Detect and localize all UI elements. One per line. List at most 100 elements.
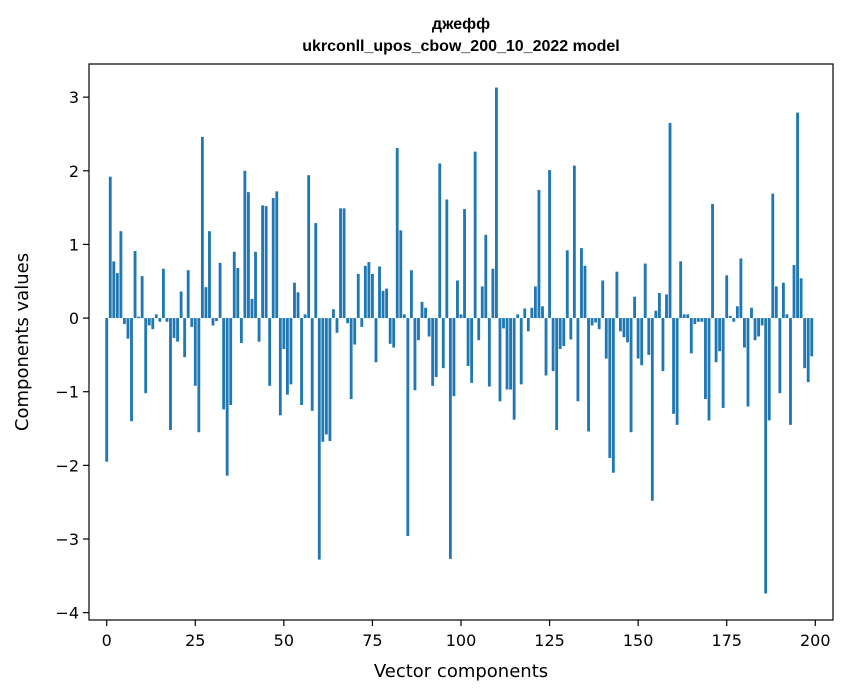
bar-111 xyxy=(498,318,502,402)
bar-32 xyxy=(218,262,222,319)
bar-28 xyxy=(204,287,208,319)
bar-131 xyxy=(569,318,573,340)
bar-58 xyxy=(310,318,314,411)
bar-38 xyxy=(239,318,243,344)
bar-190 xyxy=(778,318,782,394)
bar-151 xyxy=(640,318,644,366)
bar-118 xyxy=(523,308,527,319)
bar-189 xyxy=(774,286,778,319)
bar-2 xyxy=(112,261,116,319)
x-tick-label: 75 xyxy=(362,631,382,650)
bar-81 xyxy=(392,318,396,348)
bar-105 xyxy=(477,318,481,341)
bar-90 xyxy=(424,307,427,319)
bar-159 xyxy=(668,122,672,319)
bar-178 xyxy=(735,306,739,319)
bar-65 xyxy=(335,318,339,333)
bar-41 xyxy=(250,298,254,319)
bar-1 xyxy=(108,176,112,319)
bar-186 xyxy=(764,318,768,594)
bar-142 xyxy=(608,318,612,458)
bar-182 xyxy=(750,307,753,319)
bar-24 xyxy=(190,318,194,327)
bar-8 xyxy=(133,251,137,319)
bar-83 xyxy=(399,230,403,319)
bar-9 xyxy=(137,316,141,319)
bar-155 xyxy=(654,310,658,319)
bar-34 xyxy=(225,318,229,476)
bar-134 xyxy=(580,248,583,319)
bar-6 xyxy=(126,318,130,339)
bar-158 xyxy=(665,294,668,319)
y-axis-label: Components values xyxy=(12,253,33,431)
bar-109 xyxy=(491,268,495,319)
bar-99 xyxy=(456,280,459,319)
bar-82 xyxy=(395,147,399,319)
bar-135 xyxy=(583,265,587,319)
y-tick-label: 0 xyxy=(69,309,79,328)
bar-110 xyxy=(495,87,498,319)
bar-57 xyxy=(307,175,311,319)
bar-152 xyxy=(643,263,647,319)
bar-153 xyxy=(647,318,651,355)
bar-80 xyxy=(388,318,392,344)
bar-21 xyxy=(179,291,183,319)
bar-39 xyxy=(243,170,247,319)
bar-112 xyxy=(502,318,505,329)
bar-149 xyxy=(633,296,637,319)
bar-47 xyxy=(271,198,275,319)
x-tick-label: 50 xyxy=(274,631,294,650)
bar-23 xyxy=(186,270,190,319)
bar-123 xyxy=(541,306,544,319)
bar-199 xyxy=(810,318,814,357)
bar-198 xyxy=(806,318,810,383)
bar-92 xyxy=(431,318,435,386)
bar-87 xyxy=(413,318,417,391)
bar-86 xyxy=(409,270,413,319)
x-tick-label: 150 xyxy=(623,631,654,650)
bar-104 xyxy=(473,151,477,319)
bar-145 xyxy=(619,318,622,332)
bar-174 xyxy=(721,318,725,408)
bar-162 xyxy=(679,261,683,319)
bar-98 xyxy=(452,318,456,397)
bar-84 xyxy=(402,314,406,319)
bar-172 xyxy=(714,318,718,363)
bar-53 xyxy=(293,282,296,319)
bar-91 xyxy=(427,318,431,337)
bar-18 xyxy=(169,318,172,431)
bar-55 xyxy=(300,318,303,405)
bar-139 xyxy=(597,318,601,330)
bar-116 xyxy=(516,314,520,319)
bar-176 xyxy=(728,315,732,319)
bar-180 xyxy=(743,318,746,348)
bar-130 xyxy=(565,250,569,319)
bar-68 xyxy=(346,318,350,324)
bar-146 xyxy=(622,318,626,338)
x-axis-ticks: 0 25 50 75 100 125 150 175 200 xyxy=(102,620,831,650)
bar-33 xyxy=(222,318,226,410)
bar-85 xyxy=(406,318,410,537)
bar-136 xyxy=(587,318,590,432)
bar-191 xyxy=(781,282,785,319)
bar-150 xyxy=(636,318,640,359)
bar-70 xyxy=(353,318,357,345)
chart-title: джефф xyxy=(432,16,490,33)
bar-52 xyxy=(289,318,293,385)
bar-11 xyxy=(144,318,148,394)
bar-124 xyxy=(544,318,548,376)
bar-42 xyxy=(254,251,257,319)
bar-43 xyxy=(257,318,261,342)
bar-26 xyxy=(197,318,201,433)
bar-193 xyxy=(789,318,792,425)
bar-127 xyxy=(555,318,559,431)
bar-49 xyxy=(278,318,282,416)
x-axis-label: Vector components xyxy=(374,661,548,682)
bar-66 xyxy=(339,208,342,319)
bar-121 xyxy=(533,286,537,319)
bar-102 xyxy=(466,318,470,366)
y-tick-label: −4 xyxy=(55,604,79,623)
bar-20 xyxy=(176,318,179,342)
bar-31 xyxy=(215,318,218,322)
bar-179 xyxy=(739,258,743,319)
